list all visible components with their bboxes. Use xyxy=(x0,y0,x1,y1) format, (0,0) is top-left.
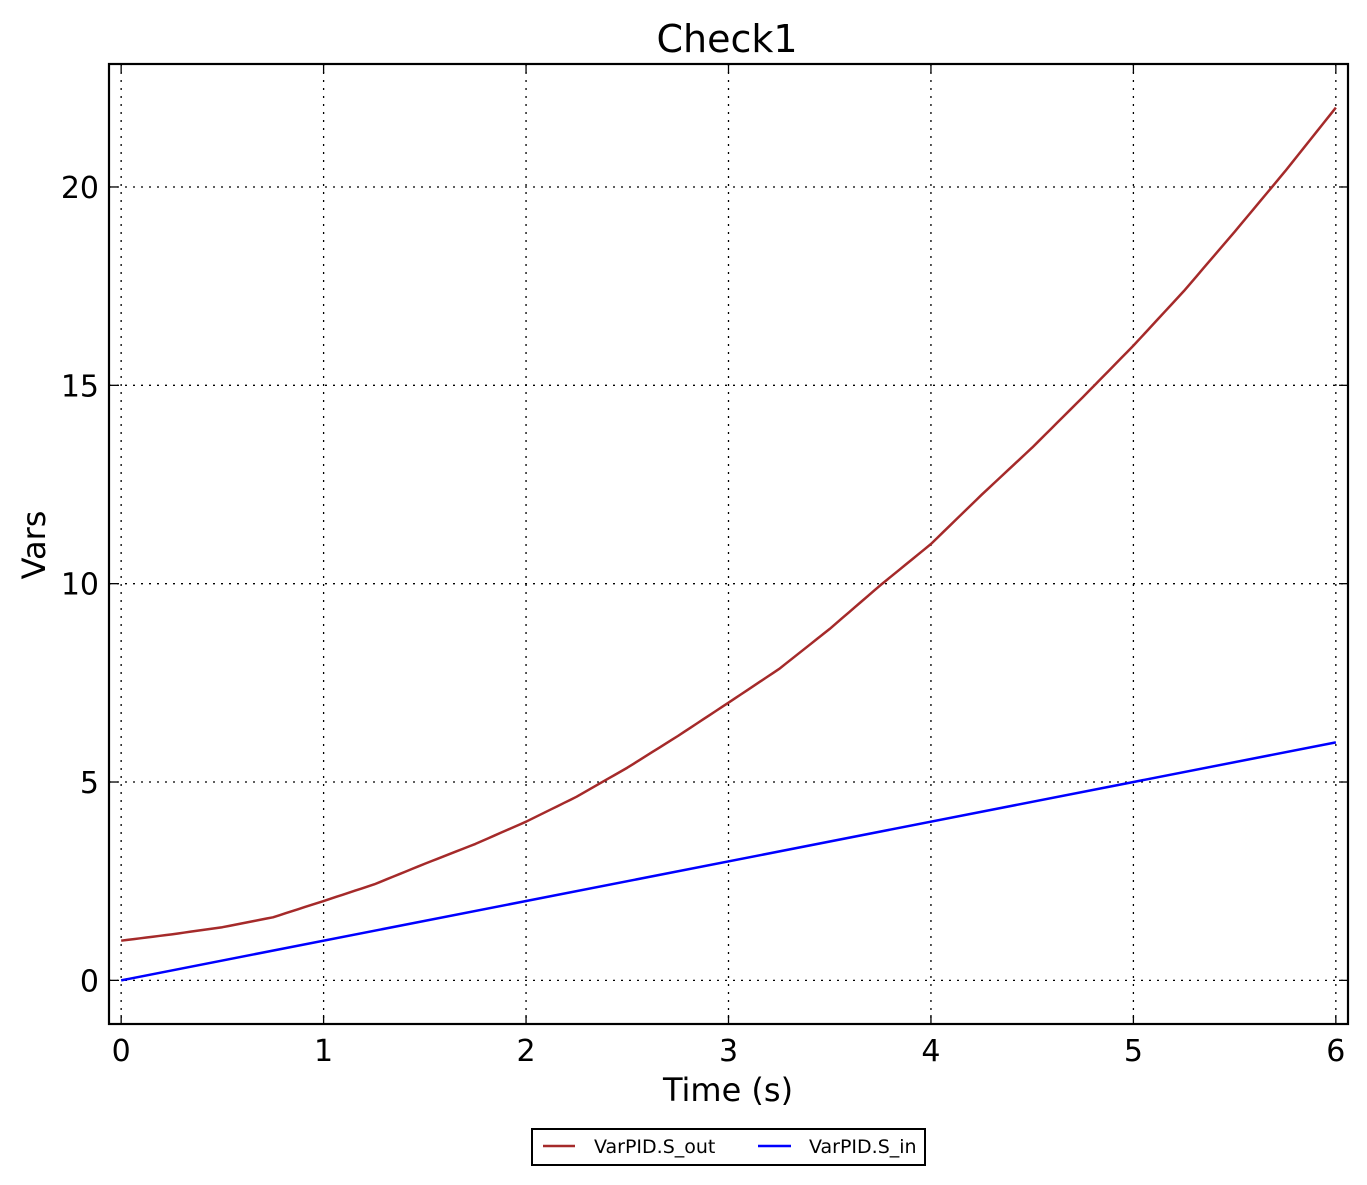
y-tick-label: 20 xyxy=(61,171,99,206)
plot-frame xyxy=(107,62,1350,1026)
plot-series xyxy=(120,106,1337,982)
x-tick-label: 2 xyxy=(517,1034,536,1069)
x-axis-title: Time (s) xyxy=(662,1071,793,1109)
x-tick-label: 1 xyxy=(314,1034,333,1069)
legend-label-s-out: VarPID.S_out xyxy=(594,1136,715,1158)
chart-title: Check1 xyxy=(656,17,797,61)
y-tick-label: 5 xyxy=(80,766,99,801)
x-tick-label: 0 xyxy=(112,1034,131,1069)
legend: VarPID.S_out VarPID.S_in xyxy=(531,1128,926,1166)
y-tick-label: 10 xyxy=(61,568,99,603)
x-tick-label: 4 xyxy=(921,1034,940,1069)
legend-label-s-in: VarPID.S_in xyxy=(809,1136,917,1158)
axis-ticks: 0 1 2 3 4 5 6 0 5 10 15 20 xyxy=(61,64,1348,1069)
y-axis-title: Vars xyxy=(15,511,53,580)
x-tick-label: 5 xyxy=(1124,1034,1143,1069)
x-tick-label: 6 xyxy=(1326,1034,1345,1069)
series-line-s-in xyxy=(120,741,1337,982)
y-tick-label: 15 xyxy=(61,369,99,404)
series-line-s-out xyxy=(120,106,1337,942)
legend-box xyxy=(531,1128,926,1166)
x-tick-label: 3 xyxy=(719,1034,738,1069)
y-tick-label: 0 xyxy=(80,964,99,999)
